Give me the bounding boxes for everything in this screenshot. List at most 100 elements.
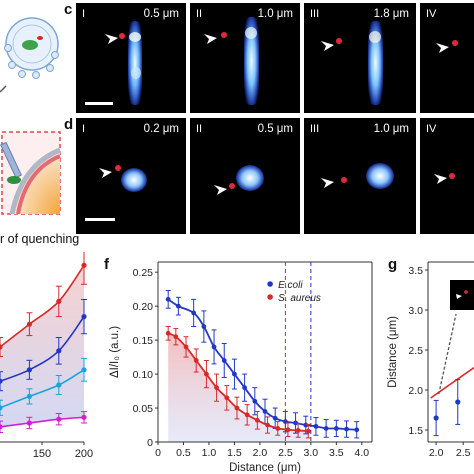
data-point bbox=[193, 358, 199, 363]
coccus-bacterium-image bbox=[229, 165, 264, 191]
data-point bbox=[272, 415, 278, 421]
legend-label: E.coli bbox=[278, 280, 303, 291]
tile-roman: I bbox=[82, 123, 86, 135]
x-tick-label: 2.5 bbox=[278, 447, 293, 459]
panel-f-letter: f bbox=[104, 256, 109, 273]
inset-image bbox=[450, 280, 474, 310]
shaded-area bbox=[0, 265, 84, 427]
panel-d-tile-2: II 0.5 μm bbox=[190, 118, 300, 234]
data-point bbox=[204, 371, 209, 377]
data-point bbox=[242, 385, 248, 391]
series-line bbox=[0, 316, 85, 382]
data-point bbox=[344, 426, 349, 432]
inset-background bbox=[450, 280, 474, 310]
arrowhead-icon bbox=[204, 34, 217, 44]
data-point bbox=[183, 344, 189, 350]
data-point bbox=[211, 344, 217, 350]
scale-bar bbox=[85, 102, 113, 105]
panel-d-tile-3: III 1.0 μm bbox=[304, 118, 416, 234]
dashed-pointer bbox=[438, 313, 457, 395]
rod-bacterium-image bbox=[221, 17, 259, 105]
data-point bbox=[56, 382, 62, 388]
chart-f: 0 0.05 0.10 0.15 0.20 0.25 0 0.5 1.0 1.5 2.0 2.5 3.0… bbox=[109, 261, 373, 474]
data-point bbox=[232, 371, 237, 377]
red-dot bbox=[464, 290, 468, 294]
tile-roman: I bbox=[82, 8, 86, 20]
data-point bbox=[244, 412, 250, 418]
chart-e: 150 200 bbox=[0, 252, 93, 460]
y-tick-label: 2.0 bbox=[408, 385, 423, 397]
tile-distance: 1.8 μm bbox=[373, 8, 409, 20]
x-tick-label: 200 bbox=[75, 448, 93, 460]
panel-c-tile-2: II 1.0 μm bbox=[190, 3, 300, 113]
arrowhead-icon bbox=[456, 294, 462, 299]
panel-c-tile-3: III 1.8 μm bbox=[304, 3, 416, 113]
y-tick-label: 3.0 bbox=[408, 305, 423, 317]
data-point bbox=[333, 426, 339, 431]
y-tick-label: 0.15 bbox=[133, 335, 154, 347]
data-point bbox=[26, 393, 32, 399]
x-tick-label: 3.5 bbox=[329, 447, 344, 459]
data-point bbox=[165, 296, 171, 302]
arrowhead-icon bbox=[321, 178, 334, 188]
data-point bbox=[303, 422, 309, 428]
chart-g: 1.5 2.0 2.5 3.0 3.5 2.0 2.5 Distance (μm) bbox=[387, 261, 474, 459]
arrowhead-icon bbox=[105, 34, 118, 44]
arrowhead-icon bbox=[434, 174, 447, 184]
x-tick-label: 2.0 bbox=[429, 447, 444, 459]
x-tick-label: 4.0 bbox=[355, 447, 370, 459]
coccus-bacterium-image bbox=[449, 173, 455, 179]
data-point bbox=[305, 428, 311, 434]
schematic-quenching-diagram bbox=[0, 131, 61, 215]
data-point bbox=[26, 367, 32, 373]
data-point bbox=[56, 416, 62, 422]
y-tick-label: 0.25 bbox=[133, 267, 154, 279]
arrowhead-icon bbox=[214, 185, 227, 195]
coccus-bacterium-image bbox=[115, 165, 147, 192]
data-point bbox=[26, 420, 32, 426]
arrowhead-icon bbox=[436, 43, 449, 53]
data-point bbox=[275, 426, 281, 431]
data-point bbox=[201, 324, 207, 329]
tile-distance: 0.5 μm bbox=[143, 8, 179, 20]
panel-c-letter: c bbox=[64, 1, 73, 18]
x-tick-label: 3.0 bbox=[304, 447, 319, 459]
tile-roman: II bbox=[196, 8, 203, 20]
x-tick-label: 2.5 bbox=[456, 447, 471, 459]
x-tick-label: 2.0 bbox=[253, 447, 268, 459]
y-axis-label: ΔI/I₀ (a.u.) bbox=[109, 326, 121, 378]
tile-distance: 1.0 μm bbox=[257, 8, 293, 20]
data-point bbox=[0, 424, 3, 430]
tile-distance: 0.2 μm bbox=[143, 123, 179, 135]
data-point bbox=[0, 405, 3, 411]
tile-roman: III bbox=[310, 8, 320, 20]
panel-d-tile-1: I 0.2 μm bbox=[76, 118, 186, 234]
data-point bbox=[234, 405, 240, 411]
data-point bbox=[26, 321, 32, 327]
tile-distance: 1.0 μm bbox=[373, 123, 409, 135]
data-point bbox=[455, 399, 461, 405]
scale-bar bbox=[85, 218, 115, 221]
data-point bbox=[293, 420, 298, 426]
data-point bbox=[323, 426, 329, 431]
y-axis-label: Distance (μm) bbox=[387, 316, 399, 388]
data-point bbox=[56, 348, 62, 354]
y-tick-label: 2.5 bbox=[408, 345, 423, 357]
y-tick-label: 0.05 bbox=[133, 403, 154, 415]
data-point bbox=[221, 358, 227, 363]
series-line bbox=[0, 369, 85, 409]
tile-roman: III bbox=[310, 123, 320, 135]
legend-marker bbox=[267, 281, 273, 287]
data-point bbox=[285, 427, 291, 433]
data-point bbox=[56, 298, 62, 304]
tile-distance: 0.5 μm bbox=[257, 123, 293, 135]
tile-roman: II bbox=[196, 123, 203, 135]
data-point bbox=[254, 417, 260, 423]
coccus-bacterium-image bbox=[341, 163, 394, 189]
rod-bacterium-image bbox=[336, 21, 383, 105]
fit-line bbox=[430, 366, 474, 399]
rod-bacterium-image bbox=[452, 40, 458, 46]
data-point bbox=[0, 344, 3, 350]
data-point bbox=[191, 310, 197, 316]
legend-label: S. aureus bbox=[278, 293, 321, 304]
